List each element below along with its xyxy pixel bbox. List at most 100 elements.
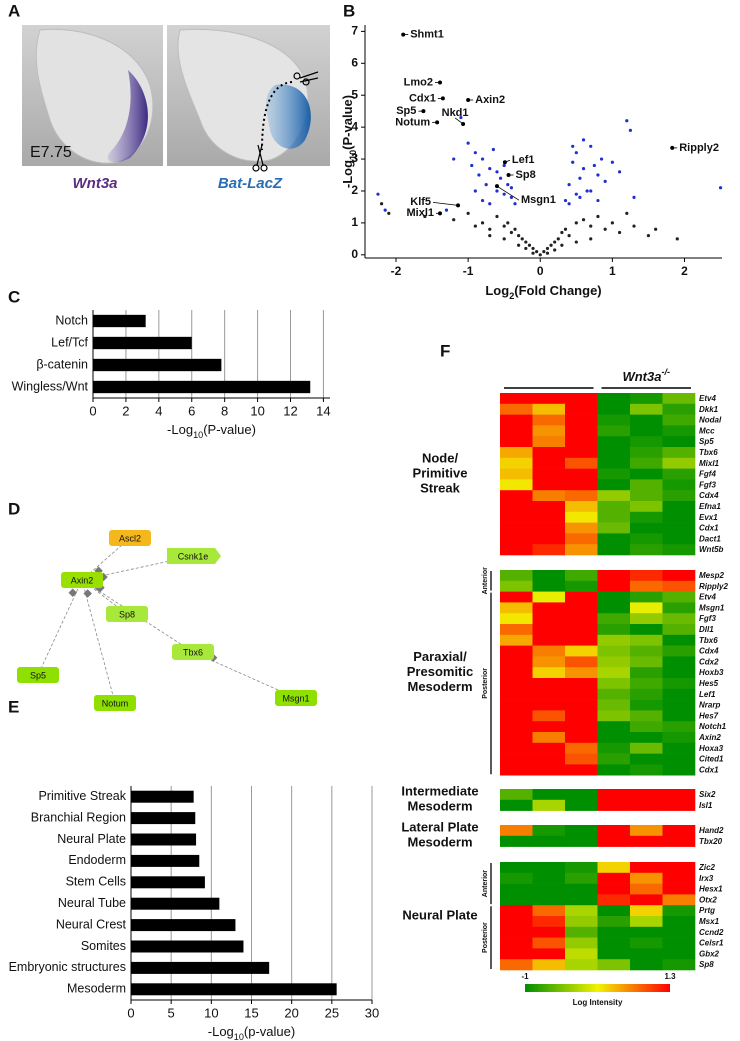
heatmap-cell [500,721,533,733]
heatmap-cell [630,862,663,874]
heatmap-cell [500,501,533,513]
heatmap-cell [532,414,566,426]
gene-label: Gbx2 [699,949,720,958]
group-label: Mesoderm [407,679,472,694]
heatmap-cell [662,457,696,469]
node-label: Tbx6 [183,647,203,657]
gene-label: Nrarp [699,701,720,710]
group-label: Paraxial/ [413,649,467,664]
colorbar-label: Log Intensity [573,998,623,1007]
node-label: Msgn1 [282,693,309,703]
heatmap-cell [597,862,631,874]
data-point [563,198,568,203]
point-label: Notum [395,116,430,128]
x-axis-label-part: (P-value) [203,422,256,437]
data-point [524,240,528,244]
heatmap-cell [630,645,663,657]
heatmap-cell [597,721,631,733]
heatmap-cell [565,678,598,690]
heatmap-cell [532,645,566,657]
x-tick-label: 2 [681,264,688,278]
heatmap-cell [565,468,598,480]
y-tick-label: Lef/Tcf [51,335,88,349]
gene-label: Tbx6 [699,636,718,645]
heatmap-cell [662,602,696,614]
x-axis-label-part: (Fold Change) [514,283,601,298]
data-point [520,237,524,241]
gene-label: Lef1 [699,690,716,699]
heatmap-cell [532,393,566,405]
heatmap-cell [630,533,663,545]
heatmap-cell [565,883,598,895]
data-point [581,167,586,171]
heatmap-cell [662,414,696,426]
y-tick-label: 4 [351,119,358,133]
panel-letter: B [343,1,355,20]
gene-label: Ripply2 [699,582,728,591]
heatmap-cell [532,894,566,906]
heatmap-cell [662,522,696,534]
x-tick-label: -1 [463,264,474,278]
gene-label: Dact1 [699,534,721,543]
point-label: Shmt1 [410,28,444,40]
heatmap-cell [630,479,663,491]
heatmap-cell [662,688,696,700]
gene-label: Wnt5b [699,545,724,554]
heatmap-cell [597,634,631,646]
heatmap-cell [597,835,631,847]
data-point [589,237,593,241]
heatmap-cell [565,624,598,636]
heatmap-cell [597,511,631,523]
data-point [596,198,600,203]
heatmap-cell [500,533,533,545]
y-tick-label: 7 [351,24,358,38]
data-point [488,202,492,206]
data-point [452,157,456,161]
heatmap-cell [500,447,533,459]
heatmap-cell [565,393,598,405]
data-point [376,192,380,196]
data-point [563,227,568,231]
heatmap-cell [565,894,598,906]
gene-label: Fgf3 [699,480,716,489]
data-point [513,202,517,206]
heatmap-cell [662,591,696,603]
point-label: Axin2 [475,94,505,106]
heatmap-cell [565,656,598,668]
data-point [495,170,499,174]
heatmap-cell [630,872,663,884]
data-point [603,227,607,231]
heatmap-cell [532,948,566,960]
heatmap-cell [565,414,598,426]
point-label: Sp8 [516,169,536,181]
heatmap-cell [662,403,696,415]
x-tick-label: 25 [325,1005,339,1020]
point-label: Msgn1 [521,194,556,206]
heatmap-cell [597,764,631,776]
heatmap-cell [565,544,598,556]
heatmap-cell [597,645,631,657]
heatmap-cell [662,645,696,657]
heatmap-cell [532,624,566,636]
heatmap-cell [630,764,663,776]
heatmap-cell [630,501,663,513]
heatmap-cell [597,436,631,448]
heatmap-cell [565,457,598,469]
y-axis-label-part: 10 [348,150,358,160]
data-point [383,208,387,212]
node-label: Notum [102,698,129,708]
y-tick-label: β-catenin [36,357,88,371]
gene-label: Tbx20 [699,837,723,846]
heatmap-cell [597,825,631,837]
data-point [480,157,485,161]
gene-label: Sp5 [699,437,714,446]
heatmap-cell [500,742,533,754]
heatmap-cell [565,835,598,847]
heatmap-cell [500,613,533,625]
heatmap-cell [630,511,663,523]
data-point [452,218,456,222]
column-header-part: Wnt3a [622,369,661,384]
subgroup-label: Posterior [482,668,489,699]
panel-letter: E [8,697,19,716]
